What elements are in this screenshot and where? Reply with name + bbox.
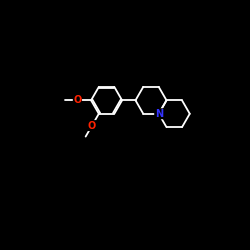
Text: O: O <box>88 120 96 130</box>
Text: N: N <box>155 109 163 119</box>
Text: O: O <box>73 95 82 105</box>
